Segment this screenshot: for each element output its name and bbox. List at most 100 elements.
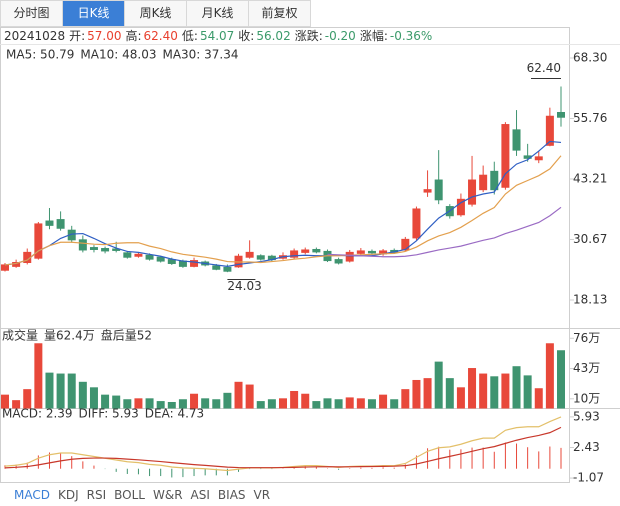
y-tick-label: 43万: [573, 361, 600, 375]
volume-bar: [1, 394, 9, 409]
tab[interactable]: 月K线: [187, 0, 249, 27]
volume-bar: [12, 400, 21, 409]
y-tick-label: 2.43: [573, 440, 600, 454]
volume-text: 量62.4万: [44, 329, 95, 343]
candle-body: [423, 189, 432, 193]
candle-body: [334, 259, 343, 264]
candle-body: [256, 255, 265, 260]
info-value: 62.40: [144, 29, 178, 43]
candle-body: [134, 253, 143, 257]
candle-body: [534, 156, 543, 161]
info-label: 高:: [125, 28, 141, 43]
candle-body: [557, 111, 565, 118]
info-value: 54.07: [200, 29, 234, 43]
indicator-tab[interactable]: VR: [253, 488, 271, 502]
volume-bar: [312, 401, 321, 409]
volume-bar: [67, 373, 76, 409]
period-tabs: 分时图 日K线 周K线 月K线 前复权: [0, 0, 311, 27]
candle-body: [501, 124, 510, 188]
candle-body: [545, 115, 554, 146]
volume-bar: [89, 387, 98, 409]
volume-bar: [212, 399, 221, 409]
legend-entry: DIFF: 5.93: [79, 407, 139, 421]
candle-body: [468, 179, 477, 205]
volume-bar: [156, 401, 165, 409]
indicator-tab[interactable]: RSI: [86, 488, 107, 502]
volume-bar: [290, 390, 299, 409]
candle-body: [412, 208, 421, 239]
ma-line: [4, 155, 562, 266]
volume-bar: [423, 378, 432, 409]
candle-body: [367, 250, 376, 254]
volume-text: 盘后量52: [101, 328, 152, 343]
volume-bar: [367, 399, 376, 409]
volume-bar: [490, 376, 499, 409]
volume-title: 成交量: [2, 328, 38, 343]
volume-bar: [534, 388, 543, 409]
volume-bar: [167, 401, 176, 409]
legend-entry: DEA: 4.73: [145, 407, 204, 421]
tab[interactable]: 日K线: [63, 0, 125, 27]
tab[interactable]: 分时图: [0, 0, 63, 27]
macd-line: [4, 426, 562, 469]
volume-bar: [101, 394, 110, 409]
indicator-tab[interactable]: BOLL: [114, 488, 145, 502]
volume-bar: [523, 375, 532, 409]
volume-bar: [223, 392, 232, 409]
candle-body: [479, 174, 488, 191]
volume-bar: [256, 401, 265, 409]
volume-bar: [345, 397, 354, 409]
volume-bar: [178, 399, 187, 409]
candle-body: [145, 254, 154, 260]
y-tick-label: 55.76: [573, 111, 607, 125]
candle-body: [34, 223, 43, 259]
candle-body: [401, 238, 410, 251]
volume-bar: [301, 393, 310, 409]
candle-body: [312, 248, 321, 253]
date: 20241028: [4, 29, 65, 43]
indicator-tab[interactable]: MACD: [14, 488, 50, 502]
candle-body: [223, 266, 232, 272]
candle-body: [434, 179, 443, 201]
volume-bar: [245, 384, 254, 409]
indicator-tab[interactable]: KDJ: [57, 488, 79, 502]
y-tick-label: 30.67: [573, 232, 607, 246]
candle-body: [290, 250, 299, 258]
volume-bar: [456, 387, 465, 409]
ma-line: [327, 206, 562, 258]
tab[interactable]: 周K线: [125, 0, 187, 27]
volume-bar: [112, 395, 121, 409]
y-tick-label: 76万: [573, 331, 600, 345]
info-value: 56.02: [256, 29, 290, 43]
volume-bar: [201, 398, 210, 409]
volume-bar: [379, 394, 388, 409]
y-tick-label: 68.30: [573, 50, 607, 64]
volume-bar: [412, 379, 421, 409]
indicator-tab[interactable]: ASI: [190, 488, 210, 502]
volume-bar: [323, 398, 332, 409]
candle-body: [245, 251, 254, 258]
volume-bar: [78, 381, 87, 409]
info-label: 低:: [182, 29, 198, 43]
volume-bar: [479, 373, 488, 409]
volume-bar: [356, 398, 365, 409]
candle-body: [1, 264, 9, 271]
info-label: 涨幅:: [360, 28, 388, 43]
indicator-tab[interactable]: BIAS: [217, 488, 246, 502]
candle-body: [123, 252, 132, 258]
info-value: -0.36%: [390, 29, 432, 43]
frame: [0, 27, 570, 483]
volume-bar: [123, 399, 132, 409]
indicator-tab[interactable]: W&R: [152, 488, 183, 502]
legend-entry: MA30: 37.34: [162, 48, 238, 62]
legend-entry: MA5: 50.79: [6, 48, 74, 62]
candle-body: [156, 256, 165, 262]
ma-line: [4, 140, 562, 267]
info-label: 开:: [69, 29, 85, 43]
candle-body: [490, 170, 499, 191]
candle-body: [45, 220, 54, 226]
volume-bar: [34, 343, 43, 409]
tab[interactable]: 前复权: [249, 0, 311, 27]
